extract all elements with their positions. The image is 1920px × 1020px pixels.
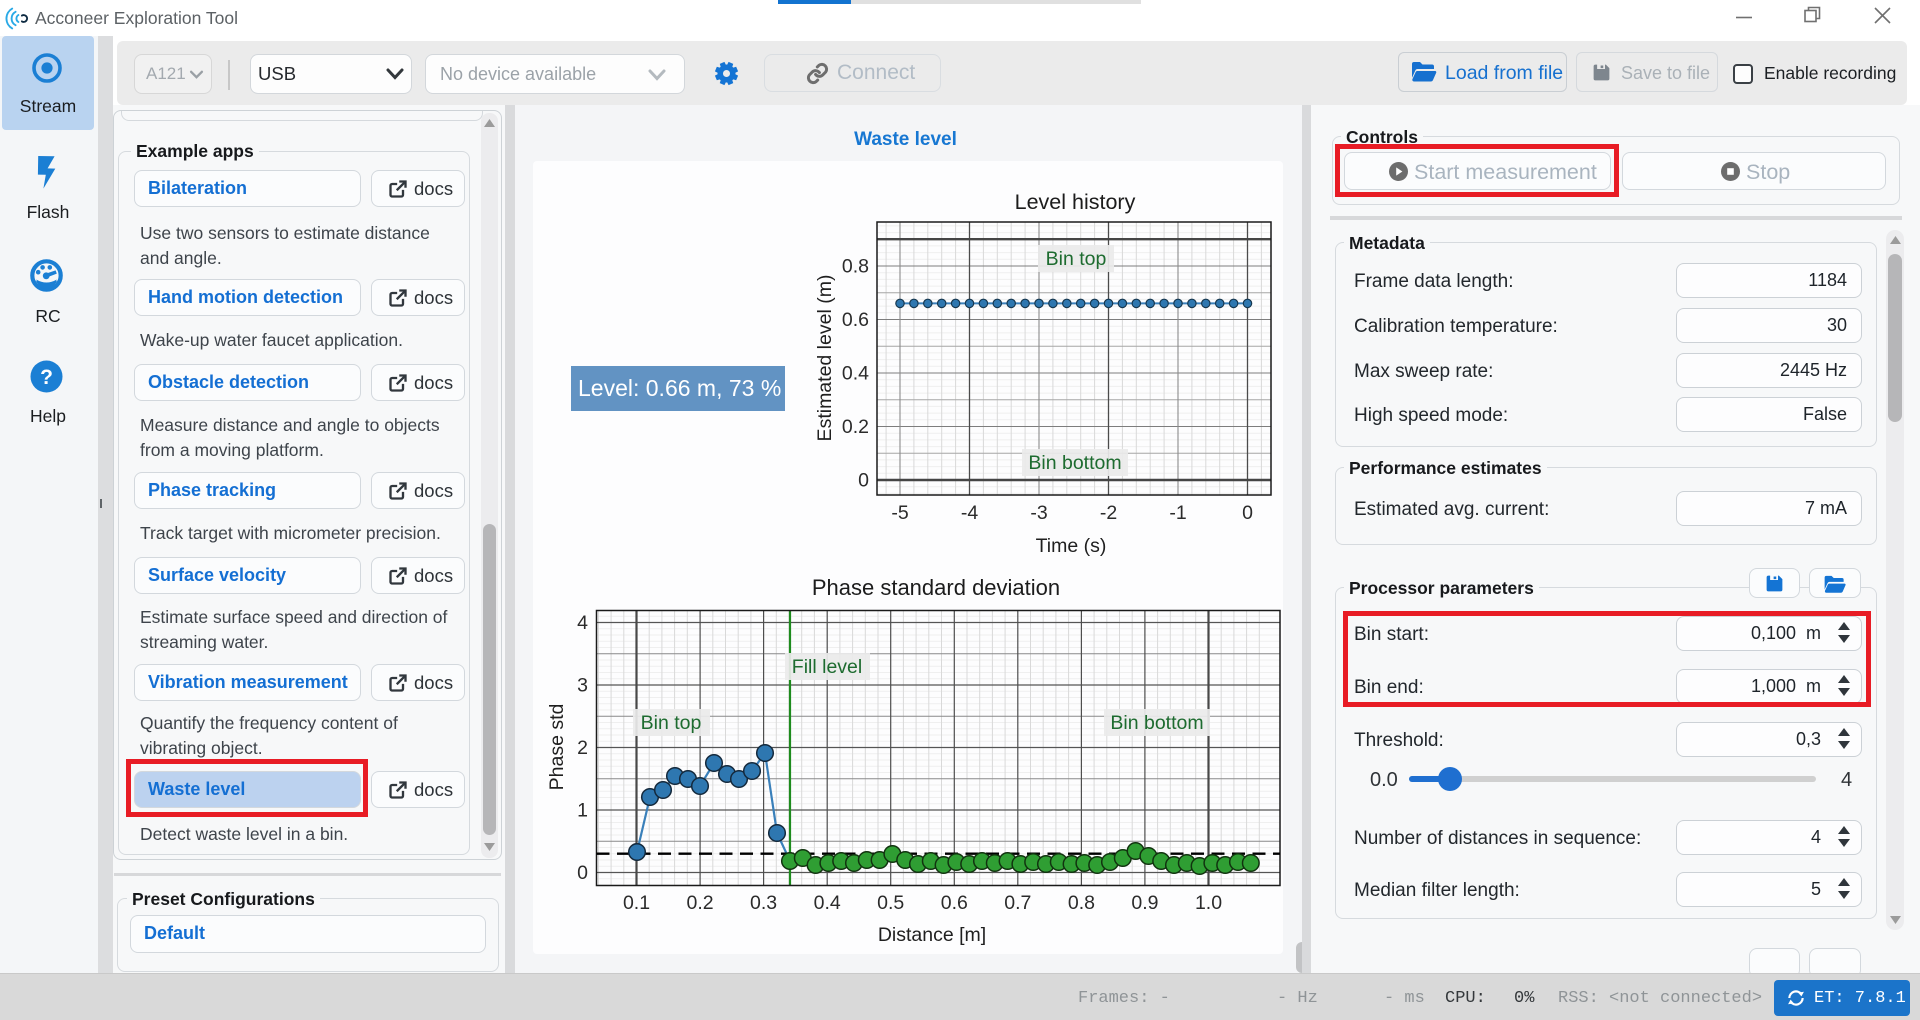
svg-text:3: 3 bbox=[577, 675, 588, 697]
svg-text:0.1: 0.1 bbox=[623, 892, 650, 914]
svg-text:0.2: 0.2 bbox=[842, 416, 869, 438]
svg-text:Distance [m]: Distance [m] bbox=[878, 924, 986, 946]
svg-text:0.6: 0.6 bbox=[941, 892, 968, 914]
svg-text:Bin bottom: Bin bottom bbox=[1110, 712, 1203, 734]
svg-text:1.0: 1.0 bbox=[1195, 892, 1222, 914]
svg-text:-1: -1 bbox=[1169, 502, 1186, 524]
svg-text:Bin top: Bin top bbox=[1046, 248, 1107, 270]
svg-text:0.5: 0.5 bbox=[877, 892, 904, 914]
svg-text:Bin bottom: Bin bottom bbox=[1028, 452, 1121, 474]
svg-text:Estimated level (m): Estimated level (m) bbox=[814, 275, 836, 442]
svg-text:2: 2 bbox=[577, 737, 588, 759]
svg-text:0.7: 0.7 bbox=[1004, 892, 1031, 914]
svg-text:-5: -5 bbox=[891, 502, 908, 524]
svg-text:0: 0 bbox=[577, 862, 588, 884]
svg-text:0.4: 0.4 bbox=[842, 363, 869, 385]
svg-text:0.9: 0.9 bbox=[1131, 892, 1158, 914]
svg-text:Phase standard deviation: Phase standard deviation bbox=[812, 575, 1060, 600]
svg-text:Bin top: Bin top bbox=[641, 712, 702, 734]
svg-text:0.2: 0.2 bbox=[687, 892, 714, 914]
svg-text:-4: -4 bbox=[961, 502, 978, 524]
svg-text:0: 0 bbox=[1242, 502, 1253, 524]
svg-text:Fill level: Fill level bbox=[792, 656, 862, 678]
svg-text:?: ? bbox=[40, 366, 53, 389]
svg-text:4: 4 bbox=[577, 612, 588, 634]
svg-text:Time (s): Time (s) bbox=[1036, 535, 1107, 557]
svg-text:1: 1 bbox=[577, 800, 588, 822]
svg-text:0: 0 bbox=[858, 470, 869, 492]
svg-text:0.3: 0.3 bbox=[750, 892, 777, 914]
svg-text:0.8: 0.8 bbox=[1068, 892, 1095, 914]
svg-text:-2: -2 bbox=[1100, 502, 1117, 524]
svg-text:0.6: 0.6 bbox=[842, 309, 869, 331]
svg-text:Phase std: Phase std bbox=[546, 704, 568, 791]
svg-text:-3: -3 bbox=[1030, 502, 1047, 524]
svg-text:0.8: 0.8 bbox=[842, 256, 869, 278]
svg-text:0.4: 0.4 bbox=[814, 892, 841, 914]
svg-text:Level history: Level history bbox=[1015, 190, 1136, 214]
